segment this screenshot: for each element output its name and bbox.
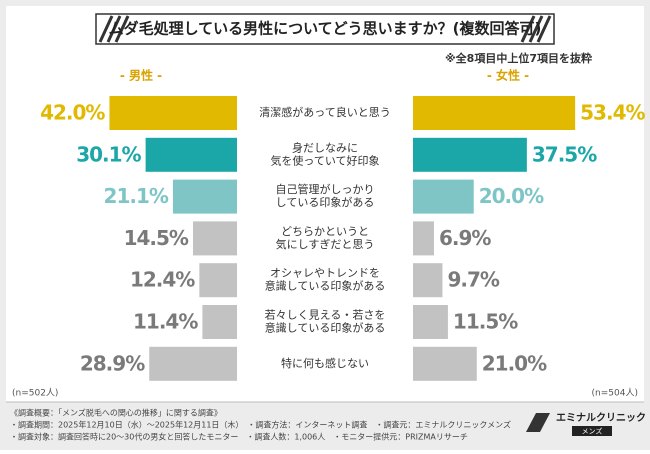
logo: エミナルクリニック メンズ [526, 412, 646, 436]
bar [413, 137, 527, 172]
value-label: 6.9% [439, 226, 491, 250]
title-stripes [98, 15, 552, 43]
value-label: 42.0% [40, 101, 105, 125]
bar [202, 305, 237, 339]
note: ※全8項目中上位7項目を抜粋 [445, 51, 592, 65]
card [6, 6, 644, 402]
footer-line: 《調査概要：「メンズ脱毛への関心の推移」に関する調査》 [10, 408, 222, 418]
category-label: 意識している印象がある [265, 321, 386, 335]
bar [413, 179, 474, 214]
value-label: 11.4% [133, 310, 198, 334]
value-label: 28.9% [80, 351, 145, 375]
chart-title: ムダ毛処理している男性についてどう思いますか？(複数回答可) [109, 20, 542, 38]
bar [413, 263, 443, 298]
category-label: どちらかというと [281, 225, 369, 238]
bar [192, 221, 237, 256]
bar [413, 346, 477, 381]
sample-size: (n=502人) [12, 388, 58, 399]
bar [199, 263, 237, 298]
value-label: 53.4% [580, 101, 645, 125]
bar [109, 96, 237, 130]
value-label: 14.5% [124, 226, 189, 250]
footer-line: ・調査期間：2025年12月10日（水）～2025年12月11日（木） ・調査方… [10, 420, 511, 430]
value-label: 30.1% [76, 142, 141, 166]
value-label: 11.5% [453, 310, 518, 334]
category-label: 身だしなみに [292, 140, 358, 154]
category-label: オシャレやトレンドを [270, 267, 380, 280]
category-label: 気にしすぎだと思う [276, 237, 375, 251]
bar [413, 221, 434, 256]
category-label: 意識している印象がある [265, 279, 386, 293]
value-label: 12.4% [130, 268, 195, 292]
bar [172, 179, 237, 214]
bar [413, 96, 576, 130]
logo-sub: メンズ [582, 427, 603, 436]
footer-line: ・調査対象：調査回答時に20～30代の男女と回答したモニター ・調査人数：1,0… [10, 432, 468, 442]
sample-size: (n=504人) [592, 388, 638, 399]
value-label: 37.5% [532, 142, 597, 166]
logo-name: エミナルクリニック [556, 412, 646, 424]
value-label: 20.0% [479, 184, 544, 208]
title-box [95, 13, 555, 45]
category-label: 清潔感があって良いと思う [259, 105, 390, 119]
value-label: 9.7% [447, 268, 499, 292]
value-label: 21.0% [482, 351, 547, 375]
category-label: している印象がある [276, 195, 375, 209]
bar [413, 305, 448, 339]
bar [145, 137, 237, 172]
bar [149, 346, 237, 381]
category-label: 自己管理がしっかり [276, 182, 375, 196]
value-label: 21.1% [104, 184, 169, 208]
category-label: 特に何も感じない [281, 356, 369, 370]
category-label: 気を使っていて好印象 [270, 153, 379, 167]
legend-label: - 女性 - [487, 68, 529, 83]
category-label: 若々しく見える・若さを [265, 309, 386, 322]
legend-label: - 男性 - [120, 68, 162, 83]
